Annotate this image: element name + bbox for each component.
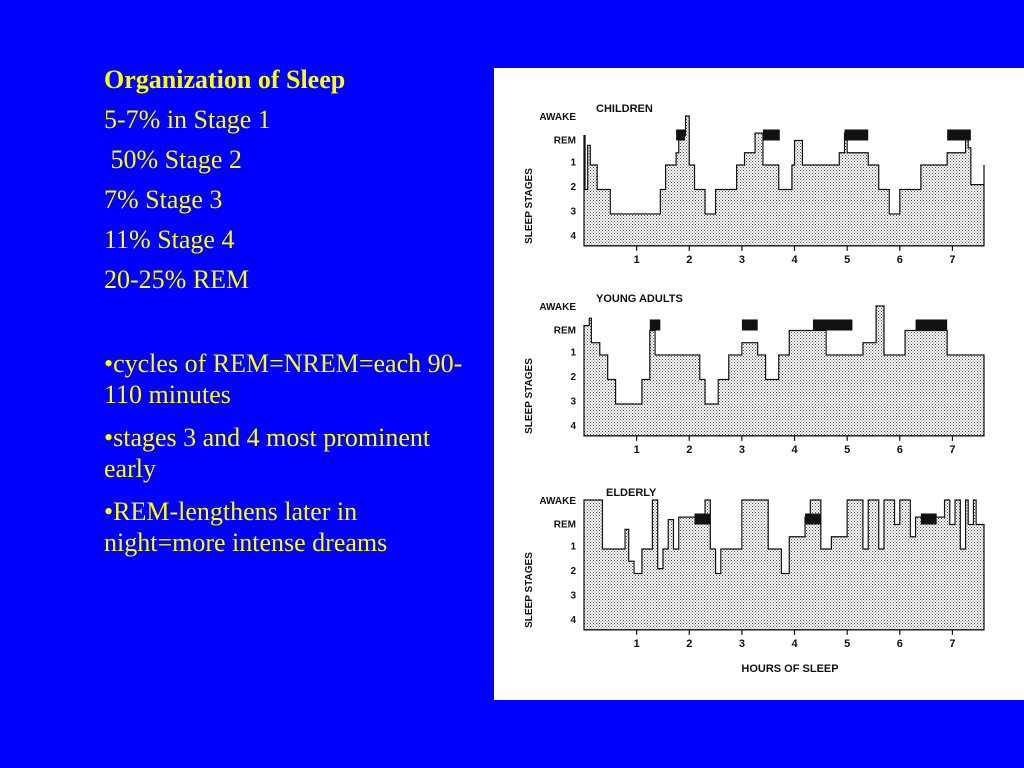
- x-tick-label: 6: [897, 444, 903, 456]
- y-tick-label: 1: [570, 347, 576, 358]
- y-tick-label: 4: [570, 421, 576, 432]
- x-tick-label: 4: [791, 254, 798, 266]
- x-tick-label: 2: [686, 638, 692, 650]
- sleep-stage-trace: [583, 115, 985, 247]
- rem-period: [805, 513, 821, 525]
- rem-period: [694, 513, 711, 525]
- rem-period: [649, 319, 661, 331]
- rem-period: [762, 129, 780, 141]
- rem-period: [812, 319, 853, 331]
- rem-period: [915, 319, 948, 331]
- y-tick-label: REM: [554, 135, 576, 146]
- stat-stage2: 50% Stage 2: [104, 145, 242, 174]
- x-tick-label: 5: [844, 444, 850, 456]
- y-tick-label: 2: [570, 182, 576, 193]
- x-tick-label: 1: [634, 254, 640, 266]
- y-tick-label: 4: [570, 231, 576, 242]
- stat-stage1: 5-7% in Stage 1: [104, 105, 271, 134]
- x-tick-label: 2: [686, 254, 692, 266]
- spacer: [104, 300, 484, 348]
- x-tick-label: 3: [739, 254, 745, 266]
- y-tick-label: AWAKE: [539, 496, 576, 507]
- bullet-deep-stages: •stages 3 and 4 most prominent early: [104, 423, 431, 483]
- stat-stage3: 7% Stage 3: [104, 185, 223, 214]
- y-axis-label: SLEEP STAGES: [524, 358, 535, 434]
- rem-period: [676, 129, 686, 141]
- x-tick-label: 1: [634, 444, 640, 456]
- panel-title: ELDERLY: [606, 487, 657, 499]
- y-tick-label: 3: [570, 590, 576, 601]
- y-axis-label: SLEEP STAGES: [524, 552, 535, 628]
- stat-rem: 20-25% REM: [104, 265, 250, 294]
- y-tick-label: REM: [554, 519, 576, 530]
- y-tick-label: 1: [570, 541, 576, 552]
- x-tick-label: 7: [949, 254, 955, 266]
- y-tick-label: 1: [570, 157, 576, 168]
- y-tick-label: 3: [570, 396, 576, 407]
- x-tick-label: 2: [686, 444, 692, 456]
- x-tick-label: 7: [949, 444, 955, 456]
- x-tick-label: 3: [739, 444, 745, 456]
- x-tick-label: 4: [791, 444, 798, 456]
- y-tick-label: 4: [570, 615, 576, 626]
- x-tick-label: 5: [844, 254, 850, 266]
- x-tick-label: 4: [791, 638, 798, 650]
- stat-stage4: 11% Stage 4: [104, 225, 235, 254]
- rem-period: [947, 129, 971, 141]
- hypnogram-panel-2: YOUNG ADULTS SLEEP STAGES AWAKE REM 1 2 3 4 1 2 3 4…: [524, 293, 985, 456]
- bullet-cycles: •cycles of REM=NREM=each 90-110 minutes: [104, 349, 463, 409]
- rem-period: [741, 319, 758, 331]
- rem-period: [844, 129, 869, 141]
- x-tick-label: 7: [949, 638, 955, 650]
- hypnogram-figure: CHILDREN SLEEP STAGES AWAKE REM 1 2 3 4 1 2 3 4 5 6 7 Y…: [494, 68, 1024, 700]
- x-tick-label: 6: [897, 254, 903, 266]
- x-tick-label: 1: [634, 638, 640, 650]
- hypnogram-panel-3: ELDERLY SLEEP STAGES AWAKE REM 1 2 3 4 1 2 3 4 5 6 7 HO…: [524, 487, 985, 675]
- y-tick-label: AWAKE: [539, 302, 576, 313]
- bullet-rem-lengthens: •REM-lengthens later in night=more inten…: [104, 497, 388, 557]
- sleep-stage-trace: [583, 305, 985, 437]
- slide-title: Organization of Sleep: [104, 65, 346, 94]
- x-axis-label: HOURS OF SLEEP: [741, 663, 838, 675]
- panel-title: YOUNG ADULTS: [596, 293, 683, 305]
- y-tick-label: REM: [554, 325, 576, 336]
- hypnogram-panel-1: CHILDREN SLEEP STAGES AWAKE REM 1 2 3 4 1 2 3 4 5 6 7: [524, 103, 985, 266]
- y-tick-label: 3: [570, 206, 576, 217]
- x-tick-label: 6: [897, 638, 903, 650]
- x-tick-label: 3: [739, 638, 745, 650]
- x-tick-label: 5: [844, 638, 850, 650]
- panel-title: CHILDREN: [596, 103, 653, 115]
- slide-text: Organization of Sleep 5-7% in Stage 1 50…: [104, 60, 484, 570]
- y-tick-label: 2: [570, 372, 576, 383]
- y-tick-label: AWAKE: [539, 112, 576, 123]
- y-axis-label: SLEEP STAGES: [524, 168, 535, 244]
- y-tick-label: 2: [570, 566, 576, 577]
- rem-period: [920, 513, 937, 525]
